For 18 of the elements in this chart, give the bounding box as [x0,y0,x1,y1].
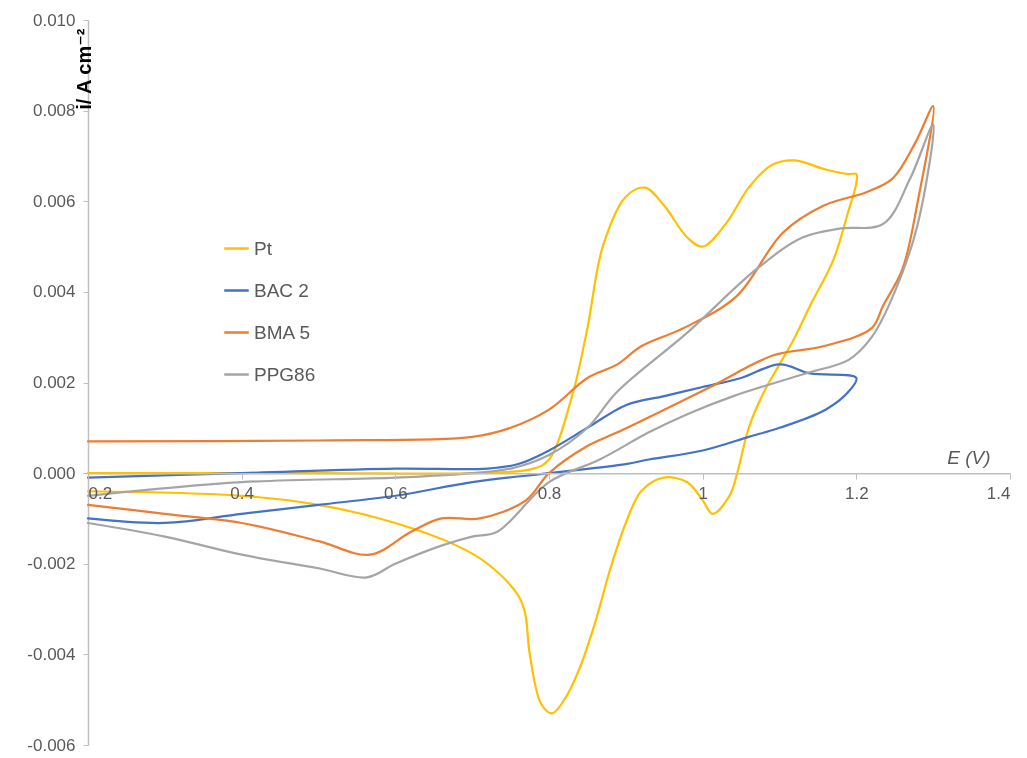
y-tick-label: -0.004 [27,644,76,664]
y-tick-label: -0.002 [27,554,76,574]
legend-label: PPG86 [254,363,316,385]
y-tick-label: 0.004 [32,282,76,302]
legend-label: BAC 2 [254,279,309,301]
y-tick-label: 0.008 [32,101,76,121]
legend-label: BMA 5 [254,321,310,343]
y-tick-label: -0.006 [27,735,76,755]
x-axis-title: E (V) [947,446,991,468]
y-tick-label: 0.010 [32,10,76,30]
y-tick-label: 0.006 [32,191,76,211]
legend-label: Pt [254,237,273,259]
y-tick-label: 0.002 [32,373,76,392]
x-tick-label: 1.2 [845,483,869,503]
x-tick-label: 1.4 [986,483,1011,503]
x-tick-label: 0.8 [537,483,562,503]
y-tick-label: 0.000 [32,463,76,483]
x-tick-label: 1 [698,483,708,503]
